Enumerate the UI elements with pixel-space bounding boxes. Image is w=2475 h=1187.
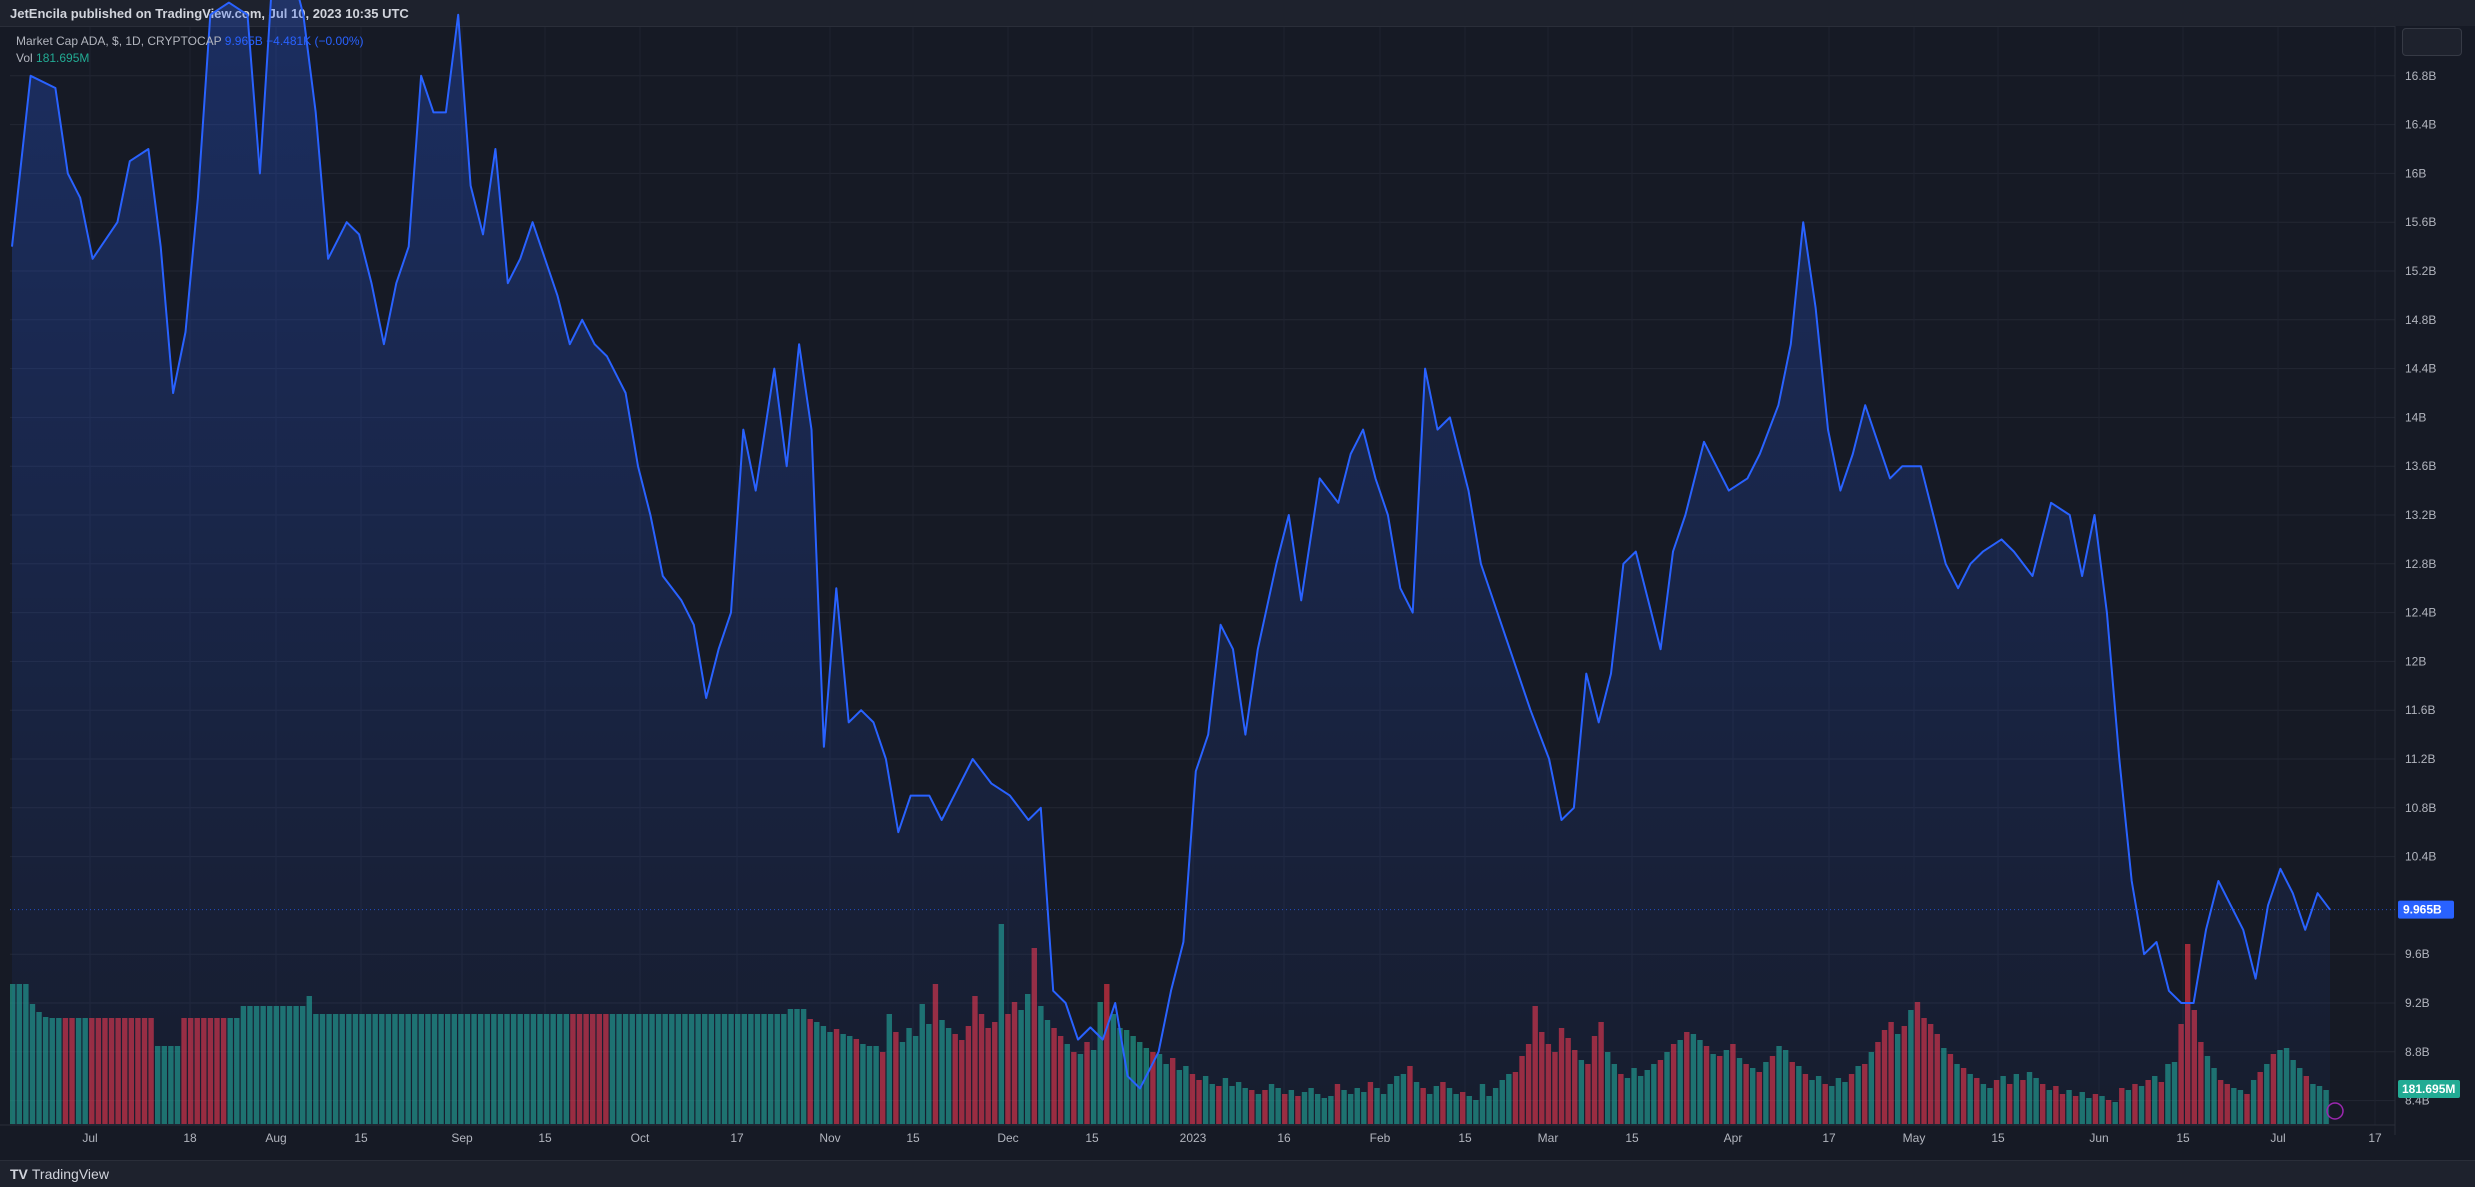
legend-symbol[interactable]: Market Cap ADA, $, 1D, CRYPTOCAP [16,34,222,48]
x-tick-label: 2023 [1180,1131,1207,1145]
x-tick-label: 17 [730,1131,744,1145]
x-tick-label: Jul [2270,1131,2285,1145]
x-tick-label: Aug [265,1131,286,1145]
x-tick-label: 15 [1625,1131,1639,1145]
y-tick-label: 15.6B [2405,215,2436,229]
x-tick-label: Feb [1370,1131,1391,1145]
x-tick-label: Nov [819,1131,840,1145]
y-tick-label: 13.6B [2405,459,2436,473]
price-area-fill [12,0,2330,1125]
x-tick-label: 17 [2368,1131,2382,1145]
lightning-icon[interactable] [2326,1102,2344,1120]
chart-legend: Market Cap ADA, $, 1D, CRYPTOCAP 9.965B … [16,33,364,67]
price-axis: 16.8B 16.4B 16B 15.6B 15.2B 14.8B 14.4B 14B 13.6… [2394,26,2475,1160]
volume-bar [1130,1036,1136,1124]
last-value-tags: 9.965B 181.695M [10,900,2460,1120]
x-tick-label: Apr [1724,1131,1743,1145]
y-tick-label: 12.8B [2405,557,2436,571]
y-tick-label: 11.2B [2405,752,2435,766]
footer-bar: TV TradingView [0,1160,2475,1187]
y-tick-label: 8.8B [2405,1045,2430,1059]
x-tick-label: 15 [538,1131,552,1145]
y-tick-label: 13.2B [2405,508,2436,522]
x-tick-label: 15 [2176,1131,2190,1145]
y-tick-label: 12.4B [2405,606,2436,620]
x-tick-label: 16 [1277,1131,1291,1145]
last-volume-label: 181.695M [2402,1082,2455,1096]
legend-vol-label[interactable]: Vol [16,51,33,65]
volume-bar [1137,1042,1143,1124]
x-tick-label: 18 [183,1131,197,1145]
x-tick-label: 15 [1085,1131,1099,1145]
y-tick-label: 12B [2405,654,2426,668]
x-tick-label: 15 [906,1131,920,1145]
y-tick-label: 9.2B [2405,996,2430,1010]
tradingview-logo[interactable]: TV TradingView [10,1166,109,1182]
y-tick-label: 16.8B [2405,69,2436,83]
publish-header: JetEncila published on TradingView.com, … [0,0,2475,27]
y-tick-label: 15.2B [2405,264,2436,278]
last-volume-tag [2398,1080,2460,1098]
y-tick-label: 14.8B [2405,313,2436,327]
y-tick-label: 16.4B [2405,118,2436,132]
x-tick-label: Sep [451,1131,473,1145]
y-tick-label: 10.8B [2405,801,2436,815]
settings-corner-button[interactable] [2402,28,2462,56]
y-tick-label: 11.6B [2405,703,2435,717]
x-tick-label: Jul [82,1131,97,1145]
x-tick-label: 17 [1822,1131,1836,1145]
publisher-text: JetEncila published on TradingView.com, … [10,6,409,21]
y-tick-label: 14B [2405,410,2426,424]
x-tick-label: Mar [1538,1131,1559,1145]
price-area [11,0,2331,1125]
legend-vol-value: 181.695M [36,51,90,65]
brand-name: TradingView [31,1166,109,1182]
x-tick-label: 15 [1458,1131,1472,1145]
x-tick-label: Dec [997,1131,1018,1145]
y-tick-label: 16B [2405,166,2426,180]
price-line[interactable] [11,0,2331,1090]
last-price-label: 9.965B [2403,903,2442,917]
time-axis: Jul 18 Aug 15 Sep 15 Oct 17 Nov 15 Dec 15 2023 16 Feb 1… [0,1124,2395,1145]
legend-value: 9.965B −4.481K (−0.00%) [224,34,364,48]
y-tick-label: 10.4B [2405,850,2436,864]
y-tick-label: 9.6B [2405,947,2430,961]
x-tick-label: Jun [2089,1131,2108,1145]
tv-logo-icon: TV [10,1166,28,1182]
x-tick-label: May [1903,1131,1926,1145]
y-tick-label: 14.4B [2405,362,2436,376]
x-tick-label: 15 [354,1131,368,1145]
x-tick-label: Oct [631,1131,650,1145]
x-tick-label: 15 [1991,1131,2005,1145]
last-price-tag [2398,900,2454,919]
